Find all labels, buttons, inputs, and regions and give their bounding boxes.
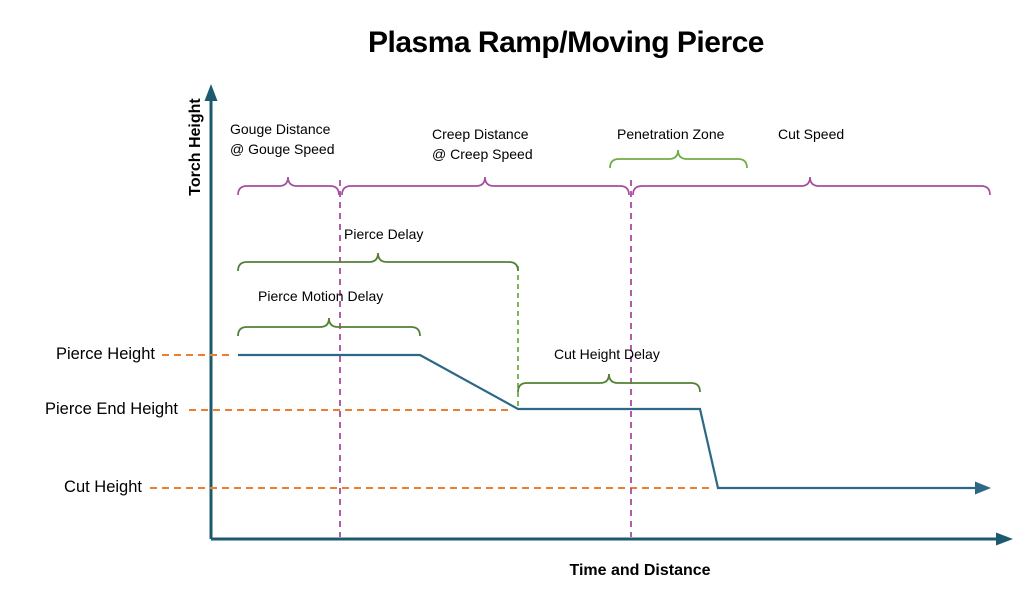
pierce-delay-label: Pierce Delay [344,226,424,242]
cut-height-delay-brace [517,373,701,393]
creep-zone-label: Creep Distance @ Creep Speed [432,124,533,164]
gouge-zone-label: Gouge Distance @ Gouge Speed [230,119,335,159]
creep-distance-brace [341,176,630,196]
gouge-distance-brace [237,176,340,196]
y-axis-arrow [204,84,218,101]
y-axis-label: Torch Height [187,98,204,196]
pierce-end-height-label: Pierce End Height [45,400,178,418]
x-axis-label: Time and Distance [569,562,711,579]
penetration-zone-label: Penetration Zone [617,126,725,142]
gouge-zone-label-line1: Gouge Distance [230,121,331,137]
pierce-height-label: Pierce Height [55,345,155,363]
pierce-motion-delay-label: Pierce Motion Delay [258,288,384,304]
diagram-title: Plasma Ramp/Moving Pierce [368,26,765,59]
cut-height-label: Cut Height [64,478,142,496]
pierce-motion-delay-brace [237,317,421,337]
gouge-zone-label-line2: @ Gouge Speed [230,141,335,157]
creep-zone-label-line1: Creep Distance [432,126,529,142]
pierce-delay-brace [237,252,519,272]
x-axis-arrow [996,532,1013,546]
torch-profile-arrow [975,481,991,495]
penetration-zone-brace [609,149,748,169]
creep-zone-label-line2: @ Creep Speed [432,146,533,162]
cut-height-delay-label: Cut Height Delay [554,346,660,362]
torch-profile-line [238,353,977,490]
cut-speed-brace [632,176,991,196]
cut-speed-label: Cut Speed [778,126,845,142]
